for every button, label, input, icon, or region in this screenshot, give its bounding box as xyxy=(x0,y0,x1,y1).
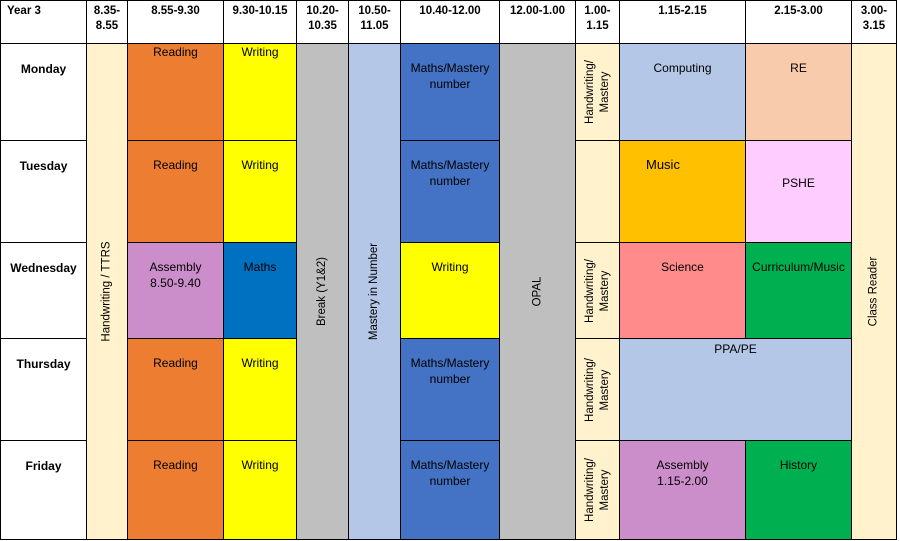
friday-assembly: Assembly 1.15-2.00 xyxy=(619,440,746,540)
tuesday-reading: Reading xyxy=(127,140,224,243)
thursday-maths: Maths/Mastery number xyxy=(400,338,500,441)
thursday-handwriting-label: Handwriting/ Mastery xyxy=(583,357,611,422)
header-time-9: 1.15-2.15 xyxy=(619,0,746,44)
header-year: Year 3 xyxy=(0,0,87,44)
wednesday-science: Science xyxy=(619,242,746,339)
tuesday-music: Music xyxy=(619,140,746,243)
monday-handwriting: Handwriting/ Mastery xyxy=(575,43,620,141)
wednesday-assembly: Assembly 8.50-9.40 xyxy=(127,242,224,339)
span-class-reader: Class Reader xyxy=(851,43,897,540)
header-time-11: 3.00-3.15 xyxy=(851,0,897,44)
wednesday-maths: Maths xyxy=(223,242,297,339)
wednesday-curriculum-music: Curriculum/Music xyxy=(745,242,852,339)
wednesday-writing: Writing xyxy=(400,242,500,339)
monday-reading: Reading xyxy=(127,43,224,141)
tuesday-empty xyxy=(575,140,620,243)
friday-reading: Reading xyxy=(127,440,224,540)
monday-computing: Computing xyxy=(619,43,746,141)
header-time-2: 8.55-9.30 xyxy=(127,0,224,44)
thursday-writing: Writing xyxy=(223,338,297,441)
span-mastery-number: Mastery in Number xyxy=(348,43,401,540)
header-time-1: 8.35-8.55 xyxy=(86,0,128,44)
friday-history: History xyxy=(745,440,852,540)
day-thursday: Thursday xyxy=(0,338,87,441)
day-wednesday: Wednesday xyxy=(0,242,87,339)
monday-maths: Maths/Mastery number xyxy=(400,43,500,141)
tuesday-writing: Writing xyxy=(223,140,297,243)
day-friday: Friday xyxy=(0,440,87,540)
span-break: Break (Y1&2) xyxy=(296,43,349,540)
span-break-label: Break (Y1&2) xyxy=(316,256,328,327)
span-handwriting-ttrs: Handwriting / TTRS xyxy=(86,43,128,540)
tuesday-pshe: PSHE xyxy=(745,140,852,243)
span-mastery-number-label: Mastery in Number xyxy=(368,242,381,341)
tuesday-maths: Maths/Mastery number xyxy=(400,140,500,243)
monday-handwriting-label: Handwriting/ Mastery xyxy=(583,60,611,124)
wednesday-handwriting: Handwriting/ Mastery xyxy=(575,242,620,339)
monday-re: RE xyxy=(745,43,852,141)
header-time-7: 12.00-1.00 xyxy=(499,0,576,44)
span-opal: OPAL xyxy=(499,43,576,540)
thursday-ppa-pe: PPA/PE xyxy=(619,338,852,441)
monday-writing: Writing xyxy=(223,43,297,141)
header-time-5: 10.50-11.05 xyxy=(348,0,401,44)
span-handwriting-ttrs-label: Handwriting / TTRS xyxy=(100,241,113,342)
span-opal-label: OPAL xyxy=(530,276,543,307)
day-monday: Monday xyxy=(0,43,87,141)
header-time-3: 9.30-10.15 xyxy=(223,0,297,44)
friday-handwriting-label: Handwriting/ Mastery xyxy=(583,458,611,522)
thursday-reading: Reading xyxy=(127,338,224,441)
wednesday-handwriting-label: Handwriting/ Mastery xyxy=(583,258,611,323)
friday-handwriting: Handwriting/ Mastery xyxy=(575,440,620,540)
friday-writing: Writing xyxy=(223,440,297,540)
header-time-4: 10.20-10.35 xyxy=(296,0,349,44)
header-time-6: 10.40-12.00 xyxy=(400,0,500,44)
day-tuesday: Tuesday xyxy=(0,140,87,243)
thursday-handwriting: Handwriting/ Mastery xyxy=(575,338,620,441)
span-class-reader-label: Class Reader xyxy=(867,256,880,327)
header-time-8: 1.00-1.15 xyxy=(575,0,620,44)
friday-maths: Maths/Mastery number xyxy=(400,440,500,540)
header-time-10: 2.15-3.00 xyxy=(745,0,852,44)
